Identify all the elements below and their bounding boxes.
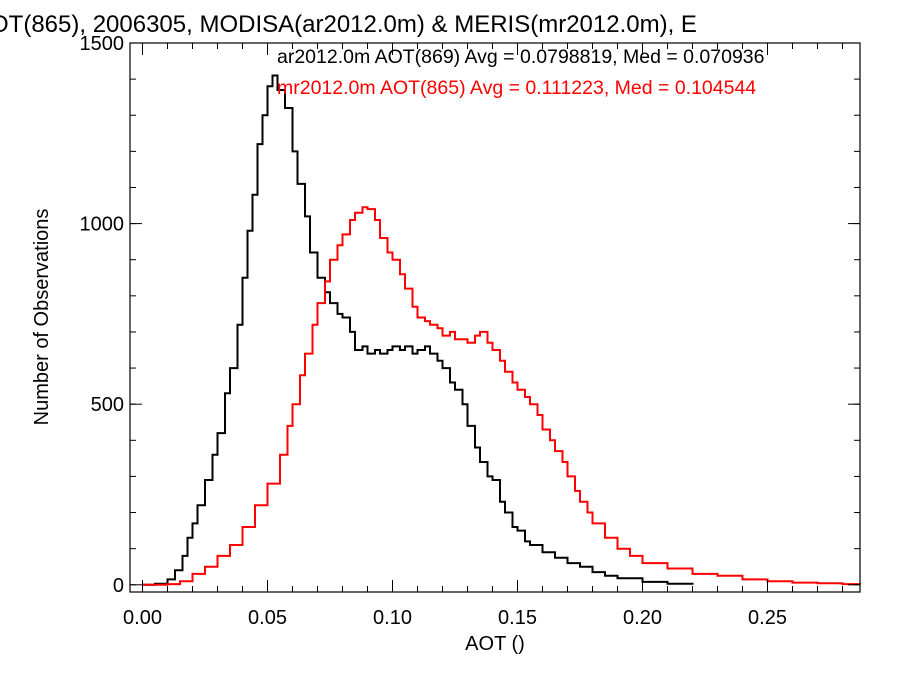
y-tick-label: 1500 bbox=[80, 33, 125, 55]
y-tick-label: 1000 bbox=[80, 214, 125, 236]
x-tick-label: 0.15 bbox=[498, 607, 537, 629]
legend-entry-ar2012: ar2012.0m AOT(869) Avg = 0.0798819, Med … bbox=[277, 46, 765, 68]
series-layer bbox=[142, 74, 861, 586]
x-tick-label: 0.00 bbox=[123, 607, 162, 629]
y-axis-title: Number of Observations bbox=[31, 209, 53, 426]
x-tick-label: 0.10 bbox=[373, 607, 412, 629]
chart-title: OT(865), 2006305, MODISA(ar2012.0m) & ME… bbox=[0, 11, 697, 38]
x-tick-label: 0.20 bbox=[623, 607, 662, 629]
legend-entry-mr2012: mr2012.0m AOT(865) Avg = 0.111223, Med =… bbox=[277, 77, 756, 99]
axes-layer: 0.00 0.05 0.10 0.15 0.20 0.25 0 500 1000 1500 bbox=[80, 33, 860, 629]
plot-frame bbox=[129, 42, 861, 593]
x-axis-title: AOT () bbox=[465, 633, 525, 655]
x-tick-label: 0.25 bbox=[748, 607, 787, 629]
series-line-mr2012 bbox=[142, 206, 861, 586]
y-tick-label: 0 bbox=[113, 575, 124, 597]
series-line-ar2012 bbox=[142, 74, 694, 586]
y-tick-label: 500 bbox=[91, 394, 124, 416]
x-tick-label: 0.05 bbox=[248, 607, 287, 629]
